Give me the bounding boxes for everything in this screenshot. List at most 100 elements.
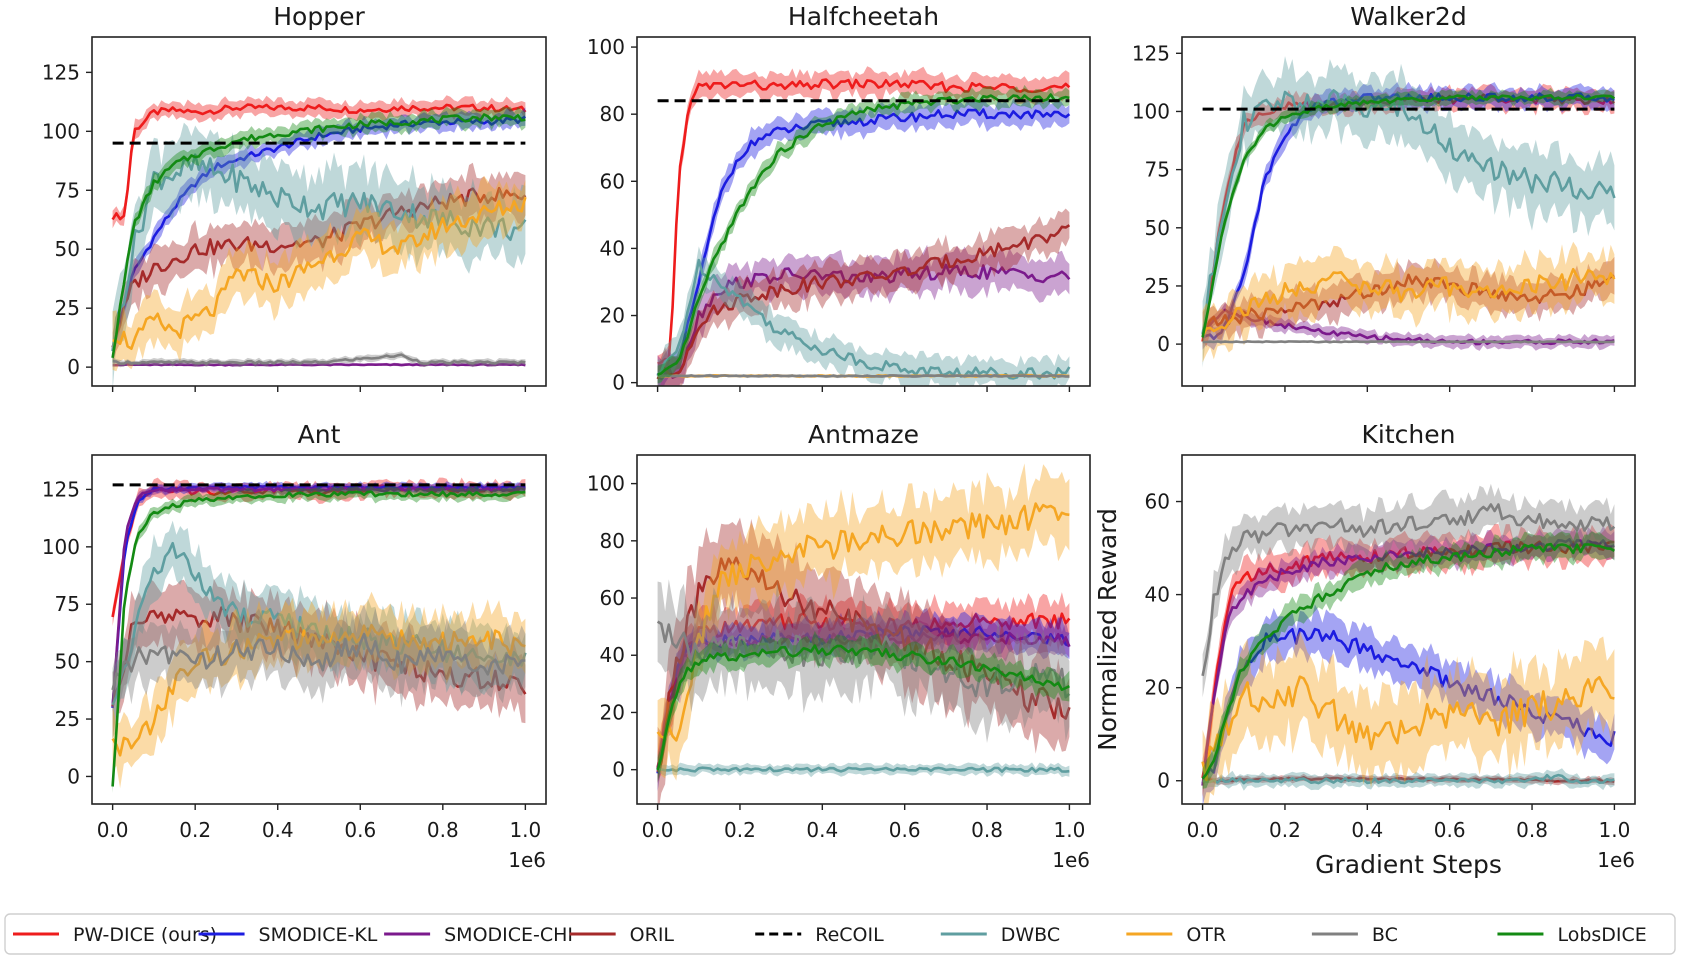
x-tick-label: 0.2 (179, 818, 211, 842)
legend-item-pw-dice-ours: PW-DICE (ours) (13, 924, 217, 946)
line-bc (657, 374, 1070, 378)
y-tick-label: 75 (55, 592, 80, 616)
legend-item-smodice-kl: SMODICE-KL (198, 924, 378, 946)
line-smodice-kl (1201, 627, 1616, 784)
chart-title: Halfcheetah (788, 2, 939, 31)
line-oril (111, 606, 527, 707)
y-tick-label: 20 (1145, 676, 1170, 700)
x-tick-label: 1.0 (509, 818, 541, 842)
x-tick-label: 0.4 (1351, 818, 1383, 842)
line-pw-dice-ours (657, 78, 1071, 365)
legend-frame (4, 913, 1676, 955)
x-tick-label: 1.0 (1054, 818, 1086, 842)
chart-title: Antmaze (808, 420, 919, 449)
line-dwbc (657, 766, 1070, 773)
y-tick-label: 100 (1132, 99, 1170, 123)
band-oril (657, 208, 1070, 386)
band-dwbc (112, 122, 526, 386)
chart-title: Hopper (273, 2, 365, 31)
legend-item-dwbc: DWBC (940, 924, 1060, 946)
y-tick-label: 40 (1145, 583, 1170, 607)
line-dwbc (1202, 773, 1615, 785)
axes-frame (1181, 454, 1636, 805)
y-tick-label: 100 (42, 535, 80, 559)
legend-item-recoil: ReCOIL (755, 924, 884, 946)
plot-area-hopper (111, 95, 527, 386)
legend-label: OTR (1186, 924, 1226, 946)
legend-label: LobsDICE (1557, 924, 1646, 946)
legend-label: SMODICE-CHI (444, 924, 573, 946)
y-tick-label: 75 (1145, 158, 1170, 182)
line-bc (1202, 340, 1615, 344)
band-smodice-kl (657, 96, 1070, 386)
x-offset-label: 1e6 (508, 848, 546, 872)
legend-item-oril: ORIL (569, 924, 675, 946)
x-tick-label: 0.4 (806, 818, 838, 842)
legend-label: BC (1372, 924, 1398, 946)
band-bc (112, 604, 526, 712)
y-tick-label: 60 (600, 169, 625, 193)
axes-frame (636, 36, 1091, 387)
plot-area-walker2d (1201, 56, 1616, 368)
line-smodice-kl (656, 625, 1070, 774)
chart-kitchen: 0 20 40 60 0.0 0.2 0.4 0.6 0.8 1.0 1e6 Kitchen Gradi… (1093, 420, 1636, 879)
chart-ant: 0 25 50 75 100 125 0.0 0.2 0.4 0.6 0.8 1.0 1e6 Ant (42, 420, 547, 872)
y-tick-label: 25 (1145, 274, 1170, 298)
x-tick-label: 0.2 (1269, 818, 1301, 842)
y-tick-label: 125 (1132, 41, 1170, 65)
legend-label: SMODICE-KL (259, 924, 378, 946)
line-otr (111, 623, 526, 757)
band-otr (1202, 241, 1615, 363)
plot-area-kitchen (1201, 483, 1616, 804)
line-dwbc (1201, 89, 1616, 335)
line-otr (1201, 267, 1616, 337)
y-tick-label: 125 (42, 60, 80, 84)
chart-hopper: 0 25 50 75 100 125 Hopper (42, 2, 547, 392)
band-oril (1202, 256, 1615, 348)
y-tick-label: 40 (600, 643, 625, 667)
legend-label: DWBC (1001, 924, 1060, 946)
y-tick-label: 25 (55, 296, 80, 320)
line-bc (656, 620, 1071, 699)
band-lobsdice (112, 484, 526, 793)
y-tick-label: 80 (600, 529, 625, 553)
band-lobsdice (1202, 529, 1615, 789)
band-smodice-chi (1202, 303, 1615, 351)
x-axis-label: Gradient Steps (1315, 850, 1502, 879)
band-lobsdice (657, 630, 1070, 783)
y-tick-label: 0 (1157, 332, 1170, 356)
plot-area-ant (111, 477, 527, 793)
y-tick-label: 20 (600, 304, 625, 328)
line-smodice-kl (1202, 92, 1615, 341)
band-otr (1202, 631, 1615, 804)
legend-item-otr: OTR (1126, 924, 1226, 946)
band-smodice-kl (112, 107, 526, 360)
y-tick-label: 0 (1157, 769, 1170, 793)
y-tick-label: 60 (600, 586, 625, 610)
band-smodice-chi (657, 244, 1070, 386)
y-tick-label: 80 (600, 102, 625, 126)
band-otr (112, 175, 526, 372)
x-tick-label: 0.8 (971, 818, 1003, 842)
y-tick-label: 100 (587, 35, 625, 59)
band-dwbc (112, 520, 526, 739)
line-lobsdice (656, 644, 1070, 771)
axes-frame (636, 454, 1091, 805)
y-tick-label: 0 (612, 371, 625, 395)
band-smodice-kl (1202, 604, 1615, 804)
x-tick-label: 0.8 (427, 818, 459, 842)
y-tick-label: 0 (612, 758, 625, 782)
line-oril (111, 186, 527, 348)
x-tick-label: 0.0 (97, 818, 129, 842)
x-tick-label: 0.6 (344, 818, 376, 842)
line-oril (656, 224, 1071, 380)
y-tick-label: 100 (42, 119, 80, 143)
y-tick-label: 60 (1145, 490, 1170, 514)
y-tick-label: 100 (587, 472, 625, 496)
band-pw-dice-ours (112, 477, 526, 626)
x-tick-label: 0.8 (1516, 818, 1548, 842)
y-tick-label: 0 (67, 355, 80, 379)
legend-label: ORIL (630, 924, 675, 946)
line-smodice-kl (111, 115, 527, 351)
